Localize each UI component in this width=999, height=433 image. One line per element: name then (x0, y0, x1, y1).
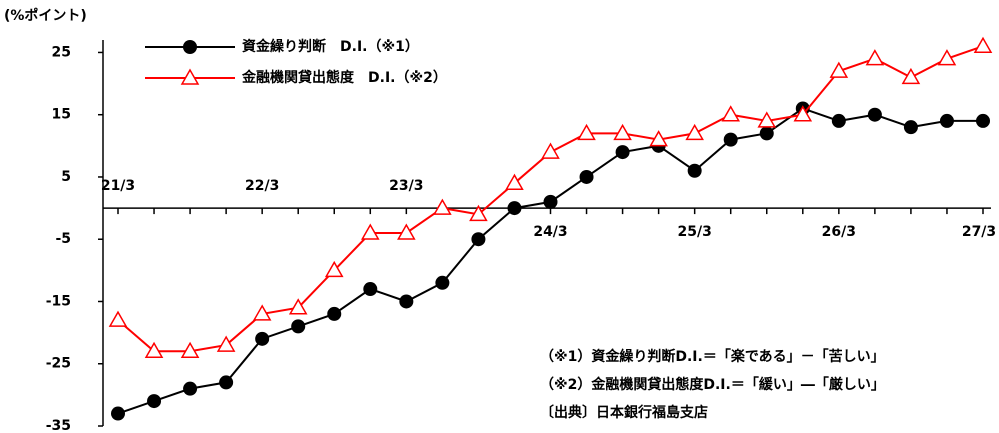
data-point (327, 306, 342, 321)
y-tick-label: 25 (52, 44, 71, 60)
y-axis-label: (%ポイント) (4, 7, 87, 24)
data-point (543, 194, 558, 209)
data-point (541, 142, 560, 159)
note: （※1）資金繰り判断D.I.＝「楽である」－「苦しい」 (540, 348, 885, 365)
data-point (901, 67, 921, 85)
data-point (721, 105, 741, 122)
data-point (903, 120, 918, 135)
data-point (579, 169, 594, 184)
x-tick-label: 26/3 (822, 224, 856, 240)
data-point (615, 145, 630, 160)
y-tick-label: -35 (46, 418, 71, 433)
data-point (649, 130, 668, 147)
data-point (324, 260, 344, 278)
legend-marker (183, 40, 197, 54)
data-point (360, 223, 380, 240)
data-point (363, 282, 378, 297)
data-point (685, 123, 704, 141)
data-point (687, 163, 702, 178)
data-point (183, 381, 198, 396)
data-point (252, 304, 272, 321)
data-point (976, 113, 990, 128)
data-point (433, 198, 452, 215)
data-point (867, 107, 882, 122)
data-point (180, 341, 200, 359)
data-point (613, 123, 632, 141)
data-point (973, 36, 993, 53)
y-tick-label: 15 (52, 107, 71, 123)
data-point (505, 173, 524, 190)
x-tick-label: 22/3 (245, 178, 279, 194)
x-tick-label: 27/3 (962, 224, 996, 240)
data-point (111, 406, 125, 421)
data-point (397, 223, 416, 240)
data-point (757, 111, 777, 128)
data-point (291, 319, 306, 334)
note: 〔出典〕日本銀行福島支店 (540, 404, 708, 421)
x-tick-label: 21/3 (101, 178, 135, 194)
legend-label: 資金繰り判断 D.I.（※1） (242, 38, 419, 55)
data-point (829, 61, 849, 78)
data-point (577, 123, 596, 141)
data-point (471, 232, 486, 247)
data-point (219, 375, 234, 390)
x-tick-label: 23/3 (389, 178, 423, 194)
data-point (435, 275, 450, 290)
y-tick-label: -5 (55, 231, 71, 247)
data-point (144, 341, 164, 359)
legend-label: 金融機関貸出態度 D.I.（※2） (241, 69, 447, 86)
data-point (865, 49, 885, 66)
data-point (255, 331, 270, 346)
note: （※2）金融機関貸出態度D.I.＝「緩い」―「厳しい」 (540, 376, 885, 393)
y-tick-label: -15 (46, 293, 71, 309)
y-tick-label: -25 (46, 356, 71, 372)
data-point (793, 105, 813, 122)
data-point (759, 126, 774, 141)
data-point (399, 294, 414, 309)
data-point (108, 310, 128, 327)
legend-marker (180, 68, 200, 85)
data-point (831, 113, 846, 128)
data-point (147, 394, 162, 409)
data-point (939, 113, 954, 128)
data-point (507, 201, 522, 216)
x-tick-label: 24/3 (533, 224, 567, 240)
data-point (288, 298, 308, 315)
data-point (723, 132, 738, 147)
x-tick-label: 25/3 (677, 224, 711, 240)
data-point (216, 335, 236, 352)
data-point (937, 49, 957, 66)
y-tick-label: 5 (61, 169, 71, 185)
data-point (469, 204, 488, 222)
